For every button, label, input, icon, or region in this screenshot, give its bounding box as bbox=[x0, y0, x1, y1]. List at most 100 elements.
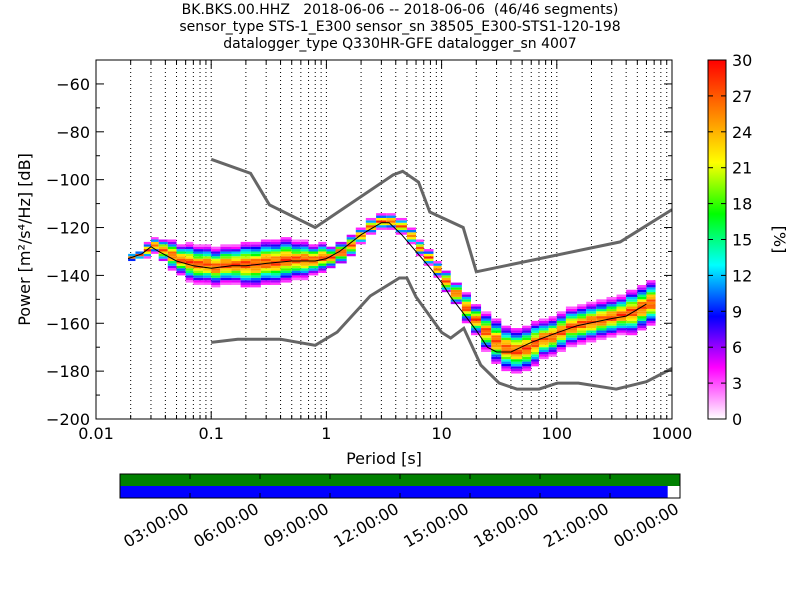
density-cell bbox=[167, 268, 177, 271]
density-cell bbox=[335, 258, 347, 262]
density-cell bbox=[291, 241, 301, 245]
density-cell bbox=[308, 270, 319, 274]
density-cell bbox=[548, 340, 557, 343]
density-cell bbox=[596, 320, 607, 324]
density-cell bbox=[143, 249, 151, 252]
density-cell bbox=[441, 287, 451, 290]
density-cell bbox=[308, 244, 319, 247]
density-cell bbox=[280, 258, 292, 262]
density-cell bbox=[501, 351, 511, 355]
density-cell bbox=[565, 318, 578, 321]
density-cell bbox=[260, 270, 271, 274]
density-cell bbox=[531, 354, 539, 357]
density-cell bbox=[203, 246, 212, 250]
density-cell bbox=[646, 280, 656, 283]
density-cell bbox=[491, 351, 502, 355]
density-cell bbox=[280, 277, 292, 281]
density-cell bbox=[501, 342, 511, 345]
density-cell bbox=[626, 304, 638, 307]
density-cell bbox=[433, 268, 442, 271]
density-cell bbox=[250, 261, 261, 264]
density-cell bbox=[646, 306, 656, 309]
density-cell bbox=[586, 313, 597, 317]
density-cell bbox=[531, 351, 539, 355]
density-cell bbox=[596, 328, 607, 331]
density-cell bbox=[158, 246, 168, 250]
density-cell bbox=[365, 232, 377, 235]
density-cell bbox=[318, 263, 327, 266]
density-cell bbox=[346, 251, 356, 254]
density-cell bbox=[481, 347, 492, 350]
density-cell bbox=[450, 296, 462, 300]
plot-background bbox=[96, 60, 672, 419]
density-cell bbox=[510, 349, 523, 352]
density-cell bbox=[176, 258, 186, 262]
density-cell bbox=[531, 342, 539, 345]
density-cell bbox=[300, 270, 309, 274]
density-cell bbox=[300, 273, 309, 276]
density-cell bbox=[606, 330, 617, 333]
density-cell bbox=[556, 337, 566, 341]
plot-area: 0.01 0.1 1 10 100 1000 −200 −180 −160 −140 −120 −10… bbox=[15, 59, 692, 468]
density-cell bbox=[185, 268, 194, 271]
density-cell bbox=[386, 227, 396, 230]
density-cell bbox=[646, 320, 656, 324]
density-cell bbox=[450, 301, 462, 305]
density-cell bbox=[240, 275, 251, 278]
density-cell bbox=[491, 361, 502, 364]
density-cell bbox=[522, 337, 532, 341]
density-cell bbox=[260, 282, 271, 285]
density-cell bbox=[548, 320, 557, 324]
density-cell bbox=[565, 323, 578, 326]
density-cell bbox=[538, 332, 549, 336]
density-cell bbox=[481, 325, 492, 329]
density-cell bbox=[326, 256, 336, 259]
title-line-1: BK.BKS.00.HHZ 2018-06-06 -- 2018-06-06 (… bbox=[181, 2, 619, 18]
density-cell bbox=[423, 258, 434, 262]
density-cell bbox=[522, 335, 532, 338]
density-cell bbox=[193, 268, 204, 271]
density-cell bbox=[185, 258, 194, 262]
density-cell bbox=[441, 284, 451, 288]
density-cell bbox=[556, 323, 566, 326]
density-cell bbox=[270, 275, 281, 278]
density-cell bbox=[300, 261, 309, 264]
density-cell bbox=[531, 347, 539, 350]
colorbar-tick-label: 3 bbox=[732, 374, 742, 393]
density-cell bbox=[531, 337, 539, 341]
density-cell bbox=[491, 347, 502, 350]
density-cell bbox=[211, 246, 221, 250]
density-cell bbox=[626, 332, 638, 336]
density-cell bbox=[491, 342, 502, 345]
density-cell bbox=[637, 292, 647, 295]
density-cell bbox=[596, 306, 607, 309]
density-cell bbox=[637, 306, 647, 309]
density-cell bbox=[626, 296, 638, 300]
density-cell bbox=[548, 342, 557, 345]
availability-time-label: 21:00:00 bbox=[540, 499, 612, 551]
density-cell bbox=[548, 325, 557, 329]
density-cell bbox=[556, 332, 566, 336]
density-cell bbox=[522, 325, 532, 329]
density-cell bbox=[167, 246, 177, 250]
noise-model-line-high bbox=[210, 157, 672, 274]
density-cell bbox=[240, 282, 251, 285]
density-cell bbox=[481, 328, 492, 331]
density-cell bbox=[501, 356, 511, 360]
density-cell bbox=[501, 347, 511, 350]
density-cell bbox=[280, 253, 292, 257]
density-cell bbox=[211, 258, 221, 262]
density-cell bbox=[416, 239, 424, 242]
density-cell bbox=[577, 318, 587, 321]
density-cell bbox=[231, 277, 241, 281]
density-cell bbox=[355, 229, 366, 233]
density-cell bbox=[510, 371, 523, 374]
density-cell bbox=[376, 217, 387, 221]
density-cell bbox=[501, 361, 511, 364]
density-cell bbox=[433, 265, 442, 269]
density-cell bbox=[616, 299, 627, 302]
density-cell bbox=[260, 249, 271, 252]
density-cell bbox=[395, 232, 407, 235]
density-cell bbox=[461, 296, 472, 300]
density-cell bbox=[231, 244, 241, 247]
